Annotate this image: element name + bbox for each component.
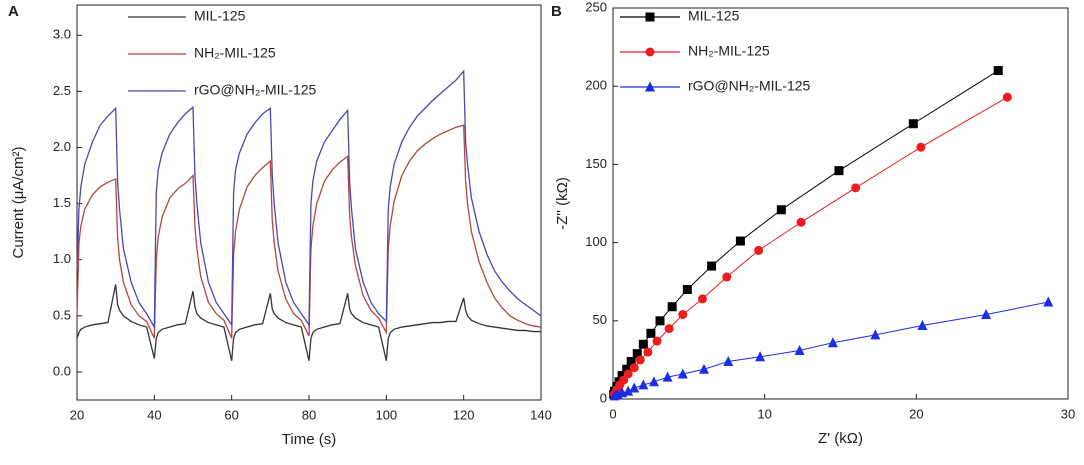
y-axis-title: -Z'' (kΩ) xyxy=(554,177,571,230)
marker xyxy=(1002,92,1012,102)
x-tick-label: 20 xyxy=(909,406,923,421)
marker xyxy=(794,345,805,356)
y-tick-label: 100 xyxy=(585,234,607,249)
series-line xyxy=(76,69,542,330)
x-axis-title: Z' (kΩ) xyxy=(818,430,863,447)
y-tick-label: 0.5 xyxy=(53,307,71,322)
x-tick-label: 60 xyxy=(224,407,238,422)
marker xyxy=(648,376,659,387)
connect-line xyxy=(614,96,1008,395)
legend-label: NH₂-MIL-125 xyxy=(688,43,770,59)
marker xyxy=(682,285,692,295)
marker xyxy=(667,302,677,312)
marker xyxy=(629,382,640,393)
marker xyxy=(908,119,918,129)
marker xyxy=(643,347,653,357)
x-tick-label: 40 xyxy=(147,407,161,422)
legend-label: rGO@NH₂-MIL-125 xyxy=(688,78,811,94)
marker xyxy=(638,379,649,390)
y-tick-label: 150 xyxy=(585,156,607,171)
x-axis-title: Time (s) xyxy=(282,431,336,448)
marker xyxy=(707,261,717,271)
marker xyxy=(755,351,766,362)
marker xyxy=(993,66,1003,76)
legend-marker xyxy=(645,47,655,57)
marker xyxy=(646,328,656,338)
marker xyxy=(776,205,786,215)
y-axis-title: Current (μA/cm²) xyxy=(10,147,27,259)
x-tick-label: 80 xyxy=(302,407,316,422)
marker xyxy=(632,349,642,359)
x-tick-label: 140 xyxy=(530,407,552,422)
marker xyxy=(629,363,639,373)
marker xyxy=(678,310,688,320)
series-line xyxy=(76,284,541,361)
legend-label: MIL-125 xyxy=(688,8,740,24)
panel-label: A xyxy=(8,3,19,20)
x-tick-label: 120 xyxy=(453,407,475,422)
y-tick-label: 2.0 xyxy=(53,139,71,154)
x-tick-label: 30 xyxy=(1061,406,1075,421)
y-tick-label: 2.5 xyxy=(53,83,71,98)
marker xyxy=(981,309,992,320)
x-tick-label: 10 xyxy=(757,406,771,421)
marker xyxy=(916,142,926,152)
y-tick-label: 1.0 xyxy=(53,251,71,266)
x-tick-label: 20 xyxy=(70,407,84,422)
marker xyxy=(623,369,633,379)
marker xyxy=(917,319,928,330)
marker xyxy=(655,316,665,326)
marker xyxy=(638,339,648,349)
marker xyxy=(870,329,881,340)
marker xyxy=(677,368,688,379)
marker xyxy=(723,355,734,366)
y-tick-label: 200 xyxy=(585,78,607,93)
plot-frame xyxy=(612,7,1069,400)
marker xyxy=(1043,296,1054,307)
plot-frame xyxy=(76,4,542,401)
y-tick-label: 3.0 xyxy=(53,27,71,42)
marker xyxy=(619,375,629,385)
marker xyxy=(617,371,627,381)
y-tick-label: 0.0 xyxy=(53,363,71,378)
marker xyxy=(851,183,861,193)
marker xyxy=(722,272,732,282)
marker xyxy=(652,336,662,346)
x-tick-label: 0 xyxy=(609,406,616,421)
y-tick-label: 250 xyxy=(585,0,607,14)
marker xyxy=(699,363,709,374)
marker xyxy=(834,166,844,176)
x-tick-label: 100 xyxy=(375,407,397,422)
marker xyxy=(827,337,838,348)
marker xyxy=(635,355,645,365)
y-tick-label: 50 xyxy=(593,312,607,327)
legend-label: MIL-125 xyxy=(194,8,246,24)
y-tick-label: 0 xyxy=(600,390,607,405)
marker xyxy=(623,385,634,396)
marker xyxy=(697,294,707,304)
marker xyxy=(664,324,674,334)
panel-label: B xyxy=(551,3,562,20)
series-line xyxy=(76,124,542,339)
legend-label: rGO@NH₂-MIL-125 xyxy=(194,82,317,98)
marker xyxy=(626,356,636,366)
legend-marker xyxy=(645,12,655,22)
marker xyxy=(622,364,632,374)
connect-line xyxy=(613,70,999,395)
legend-marker xyxy=(645,81,655,92)
marker xyxy=(754,245,764,255)
y-tick-label: 1.5 xyxy=(53,195,71,210)
marker xyxy=(662,371,673,382)
marker xyxy=(796,217,806,227)
marker xyxy=(735,236,745,246)
legend-label: NH₂-MIL-125 xyxy=(194,45,276,61)
